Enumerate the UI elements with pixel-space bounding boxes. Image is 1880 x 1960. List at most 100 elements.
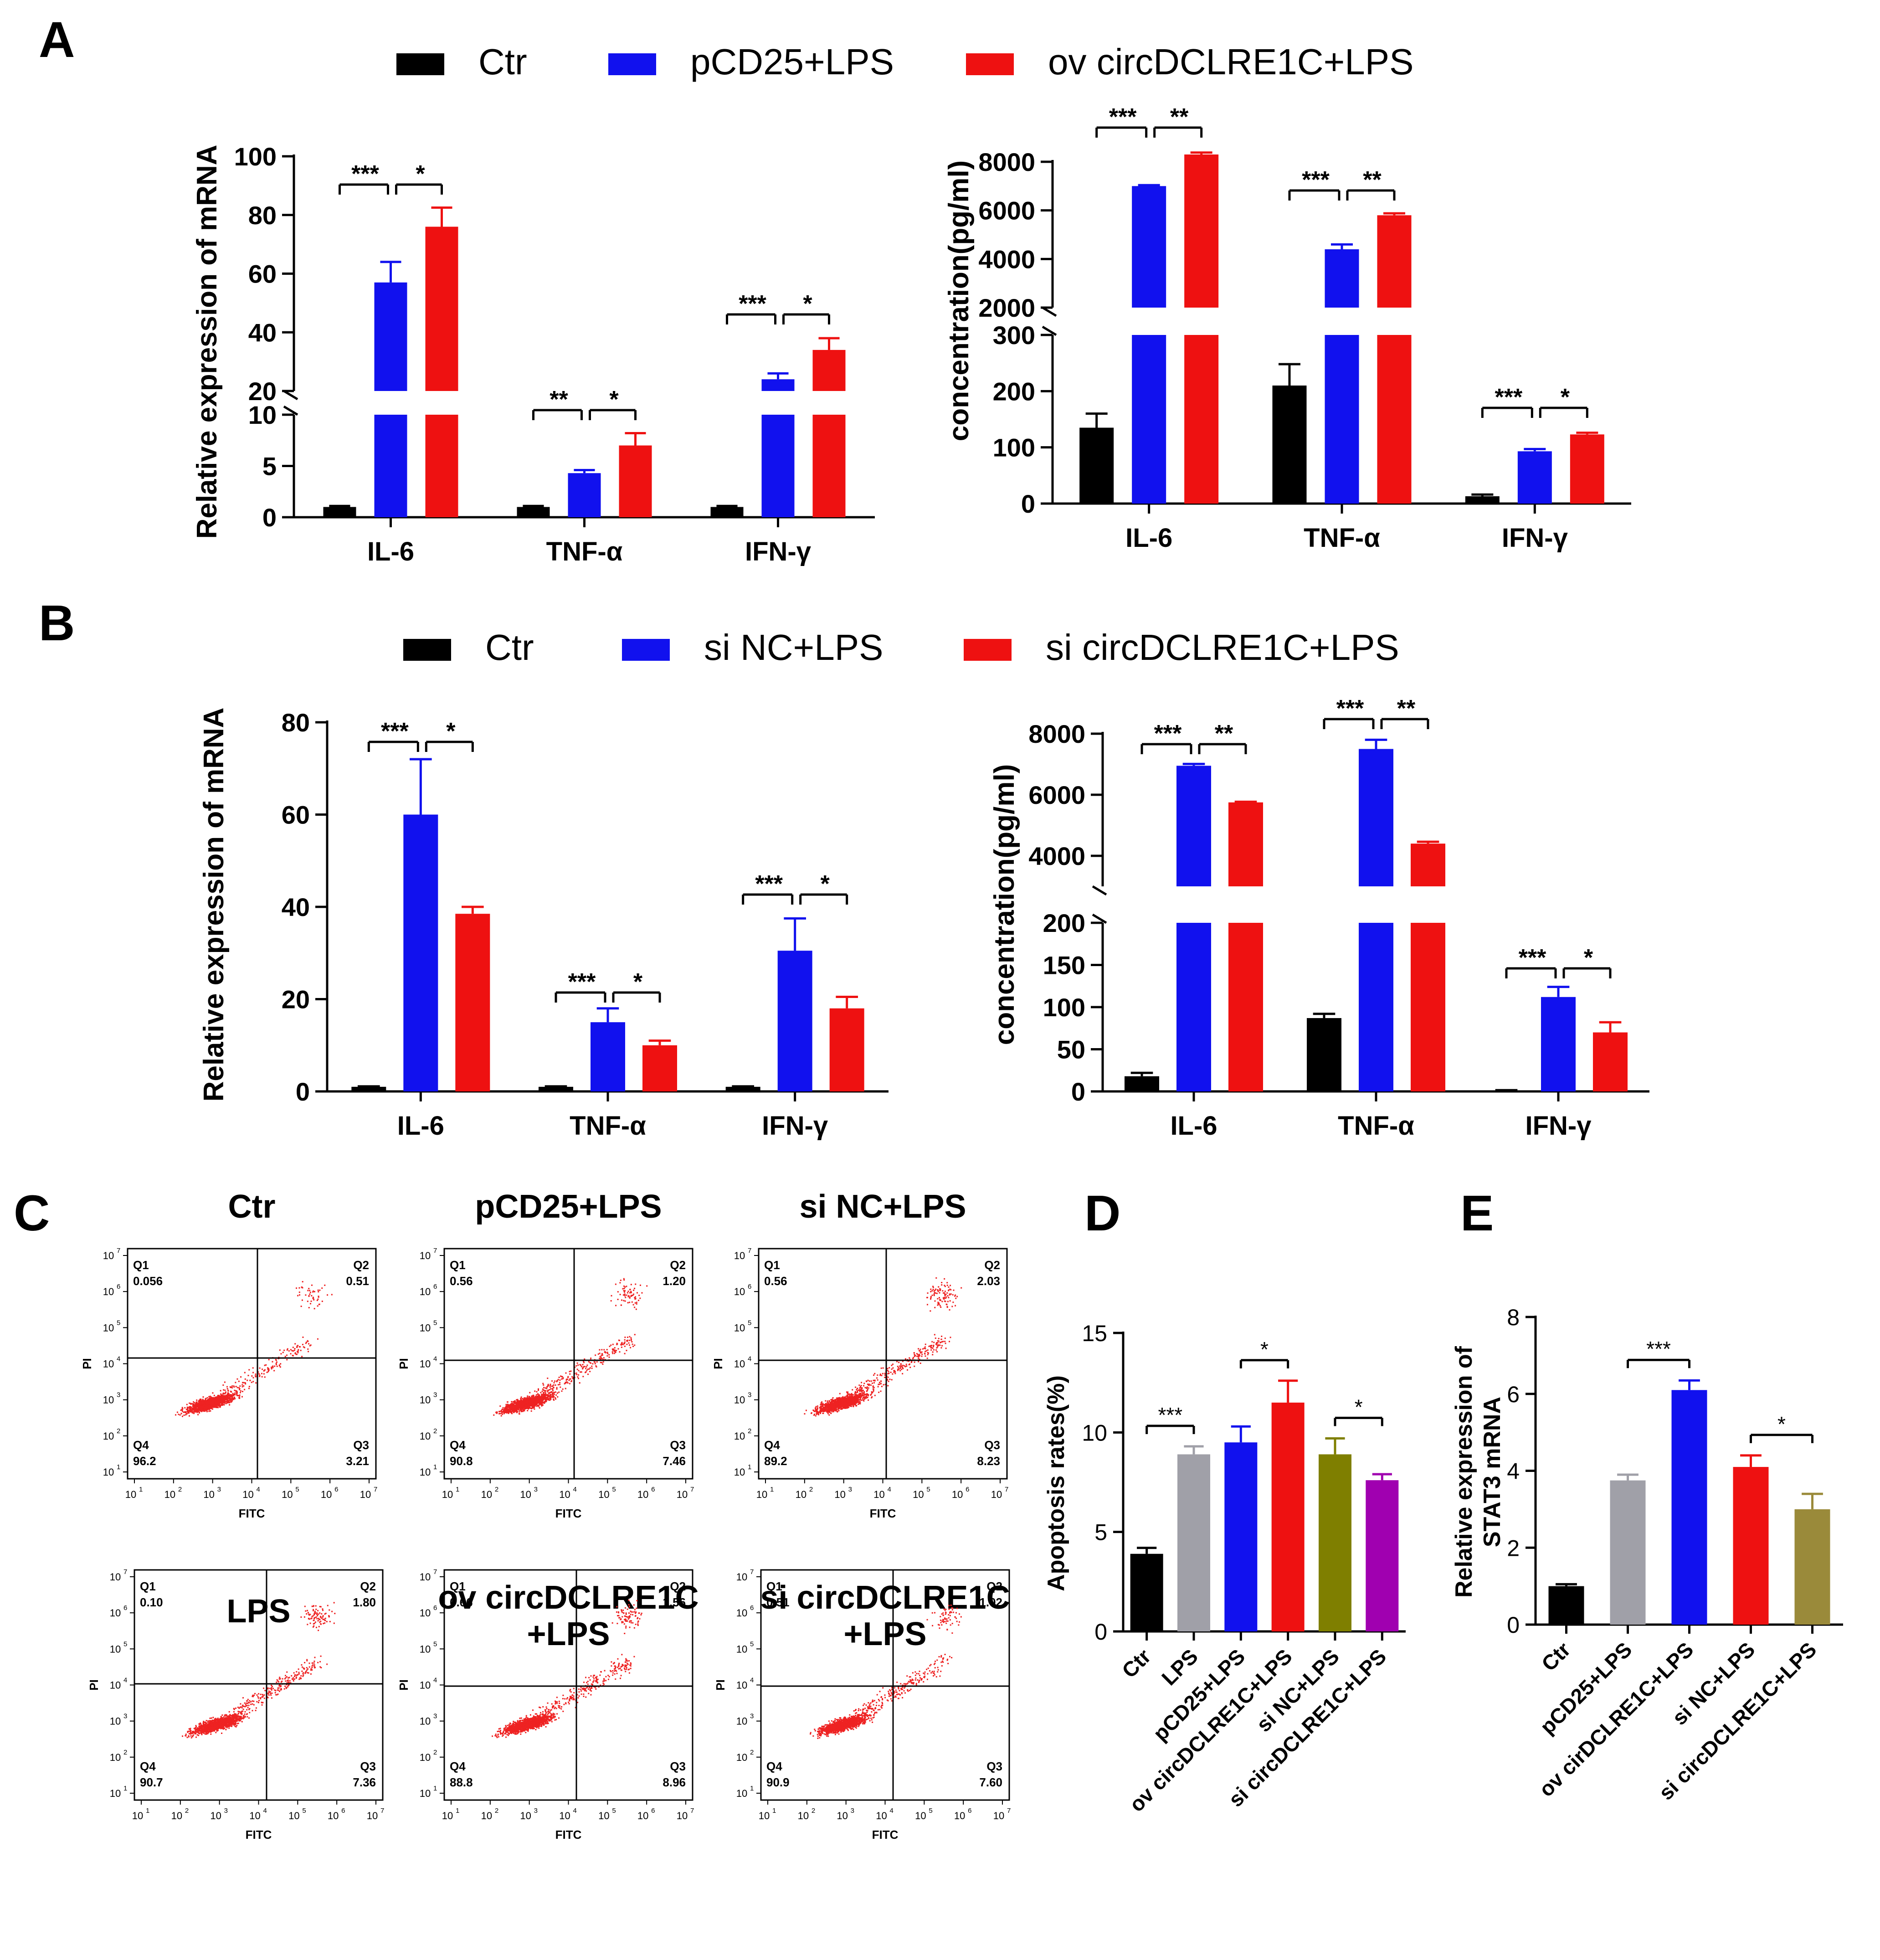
cell-event bbox=[267, 1367, 269, 1369]
cell-event bbox=[178, 1414, 180, 1415]
cell-event bbox=[290, 1349, 292, 1351]
cell-event bbox=[825, 1403, 827, 1404]
cell-event bbox=[847, 1397, 849, 1399]
cell-event bbox=[842, 1397, 844, 1399]
cell-event bbox=[516, 1412, 518, 1414]
cell-event bbox=[264, 1376, 266, 1378]
cell-event bbox=[226, 1398, 228, 1400]
cell-event bbox=[521, 1398, 523, 1399]
cell-event bbox=[852, 1405, 854, 1407]
cell-event bbox=[187, 1412, 189, 1414]
cell-event bbox=[527, 1395, 529, 1397]
y-tick-exponent: 3 bbox=[433, 1391, 437, 1399]
sig-label: * bbox=[803, 291, 812, 317]
cell-event bbox=[193, 1413, 195, 1415]
y-tick-exponent: 4 bbox=[748, 1355, 751, 1363]
cell-event bbox=[301, 1299, 303, 1301]
cell-event bbox=[202, 1400, 204, 1402]
cell-event bbox=[540, 1401, 542, 1403]
cell-event bbox=[206, 1410, 208, 1411]
cell-event bbox=[222, 1393, 224, 1395]
cell-event bbox=[519, 1403, 520, 1405]
y-tick-label: 0 bbox=[1021, 489, 1035, 518]
cell-event bbox=[214, 1401, 216, 1403]
quadrant-value-Q1: 0.056 bbox=[133, 1274, 163, 1288]
cell-event bbox=[200, 1404, 202, 1406]
cell-event bbox=[854, 1392, 856, 1394]
cell-event bbox=[524, 1402, 526, 1404]
cell-event bbox=[610, 1300, 612, 1302]
cell-event bbox=[257, 1371, 259, 1373]
cell-event bbox=[529, 1403, 530, 1405]
cell-event bbox=[282, 1352, 284, 1353]
cell-event bbox=[543, 1384, 544, 1386]
cell-event bbox=[861, 1395, 863, 1397]
cell-event bbox=[534, 1390, 536, 1392]
cell-event bbox=[544, 1395, 546, 1397]
legend-label-1: pCD25+LPS bbox=[690, 41, 894, 82]
cell-event bbox=[823, 1408, 825, 1410]
x-tick-exponent: 5 bbox=[612, 1486, 616, 1493]
cell-event bbox=[632, 1343, 633, 1345]
cell-event bbox=[220, 1390, 221, 1392]
cell-event bbox=[271, 1366, 272, 1368]
cell-event bbox=[544, 1397, 545, 1399]
cell-event bbox=[840, 1403, 842, 1404]
cell-event bbox=[565, 1382, 567, 1384]
cell-event bbox=[211, 1406, 213, 1408]
cell-event bbox=[207, 1405, 209, 1407]
cell-event bbox=[208, 1404, 210, 1406]
cell-event bbox=[509, 1410, 510, 1412]
cell-event bbox=[830, 1403, 832, 1405]
cell-event bbox=[223, 1393, 225, 1394]
cell-event bbox=[565, 1372, 567, 1374]
cell-event bbox=[543, 1392, 544, 1394]
cell-event bbox=[511, 1401, 513, 1403]
cell-event bbox=[849, 1396, 851, 1398]
cell-event bbox=[839, 1399, 841, 1401]
cell-event bbox=[828, 1404, 830, 1405]
cell-event bbox=[512, 1404, 514, 1405]
cell-event bbox=[838, 1397, 840, 1399]
cell-event bbox=[194, 1408, 196, 1410]
cell-event bbox=[515, 1410, 517, 1412]
cell-event bbox=[206, 1399, 208, 1401]
bar-Ctr-IFN-γ bbox=[710, 507, 744, 517]
bar-Ctr-IL-6 bbox=[351, 1086, 386, 1091]
x-tick-label: IFN-γ bbox=[762, 1111, 828, 1141]
x-tick-label: IL-6 bbox=[367, 537, 414, 566]
cell-event bbox=[222, 1396, 224, 1398]
cell-event bbox=[519, 1409, 521, 1411]
cell-event bbox=[559, 1382, 561, 1384]
cell-event bbox=[530, 1399, 532, 1401]
cell-event bbox=[626, 1343, 628, 1345]
axis-break-mark bbox=[1042, 306, 1057, 317]
cell-event bbox=[614, 1353, 616, 1354]
cell-event bbox=[218, 1399, 220, 1400]
cell-event bbox=[572, 1377, 574, 1379]
bar-si NC+LPS-TNF-α-lower bbox=[1359, 923, 1393, 1091]
bar-pCD25+LPS-TNF-α bbox=[568, 473, 601, 517]
cell-event bbox=[520, 1409, 522, 1411]
cell-event bbox=[847, 1401, 849, 1403]
cell-event bbox=[550, 1395, 552, 1397]
cell-event bbox=[544, 1400, 546, 1402]
cell-event bbox=[229, 1398, 231, 1399]
cell-event bbox=[857, 1398, 859, 1400]
cell-event bbox=[534, 1402, 536, 1404]
cell-event bbox=[531, 1404, 533, 1406]
cell-event bbox=[831, 1400, 833, 1402]
cell-event bbox=[201, 1409, 203, 1411]
cell-event bbox=[307, 1301, 308, 1302]
cell-event bbox=[616, 1350, 617, 1352]
cell-event bbox=[499, 1405, 501, 1407]
cell-event bbox=[614, 1351, 616, 1353]
cell-event bbox=[834, 1409, 836, 1410]
cell-event bbox=[535, 1403, 537, 1404]
cell-event bbox=[538, 1400, 540, 1402]
cell-event bbox=[233, 1386, 235, 1388]
y-axis-title: PI bbox=[711, 1358, 725, 1369]
cell-event bbox=[602, 1363, 604, 1365]
